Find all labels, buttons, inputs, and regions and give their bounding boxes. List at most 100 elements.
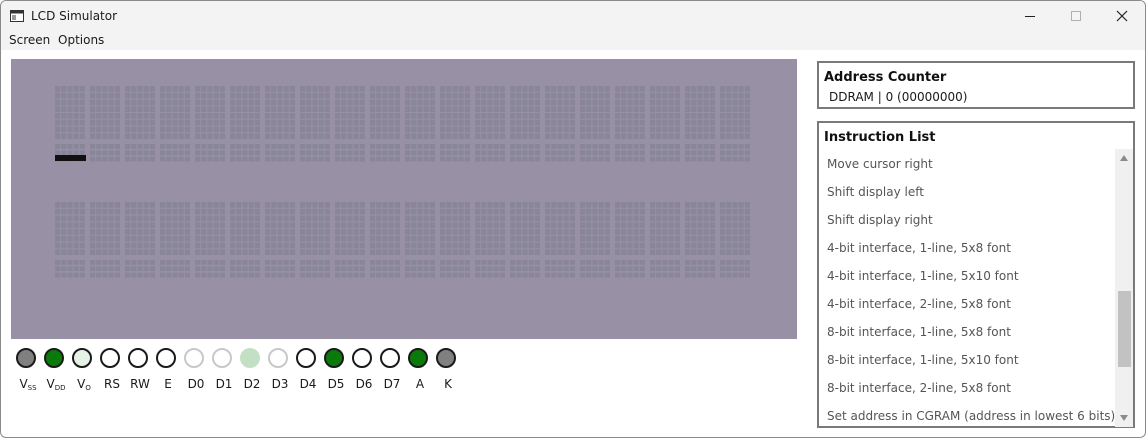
pin-label-name: D0 xyxy=(187,377,205,391)
lcd-cell-pixels xyxy=(230,86,261,140)
maximize-button[interactable] xyxy=(1053,1,1099,32)
instruction-list-item[interactable]: 4-bit interface, 2-line, 5x8 font xyxy=(827,297,1011,311)
lcd-character-cell xyxy=(510,202,541,279)
lcd-cell-lower-pixels xyxy=(650,144,681,163)
lcd-cell-lower-pixels xyxy=(55,260,86,279)
pin-led-indicator xyxy=(296,348,316,368)
instruction-list-item[interactable]: Shift display right xyxy=(827,213,933,227)
pin-label: D0 xyxy=(176,377,216,391)
lcd-cell-pixels xyxy=(650,86,681,140)
instruction-list-item[interactable]: 8-bit interface, 1-line, 5x8 font xyxy=(827,325,1011,339)
pin-vdd: VDD xyxy=(44,348,68,392)
lcd-cell-pixels xyxy=(125,202,156,256)
menu-options[interactable]: Options xyxy=(58,33,105,47)
lcd-character-cell xyxy=(650,202,681,279)
pin-label: D6 xyxy=(344,377,384,391)
lcd-cell-pixels xyxy=(300,86,331,140)
close-button[interactable] xyxy=(1099,1,1145,32)
lcd-cell-lower-pixels xyxy=(475,260,506,279)
pin-label-subscript: DD xyxy=(54,384,66,392)
scroll-down-icon[interactable] xyxy=(1120,415,1128,421)
lcd-character-cell xyxy=(300,86,331,163)
pin-d7: D7 xyxy=(380,348,404,391)
lcd-cell-lower-pixels xyxy=(300,260,331,279)
pin-led-indicator xyxy=(240,348,260,368)
lcd-cell-pixels xyxy=(475,86,506,140)
pin-label: K xyxy=(428,377,468,391)
lcd-cell-pixels xyxy=(335,202,366,256)
lcd-cell-lower-pixels xyxy=(265,144,296,163)
instruction-list[interactable]: Move cursor right Shift display left Shift… xyxy=(819,149,1115,427)
lcd-cell-pixels xyxy=(55,202,86,256)
lcd-cell-lower-pixels xyxy=(580,144,611,163)
instruction-list-item[interactable]: Shift display left xyxy=(827,185,924,199)
pin-d2: D2 xyxy=(240,348,264,391)
lcd-cell-lower-pixels xyxy=(195,260,226,279)
instruction-list-item[interactable]: 8-bit interface, 1-line, 5x10 font xyxy=(827,353,1019,367)
instruction-list-panel: Instruction List Move cursor right Shift … xyxy=(817,121,1135,428)
pin-label-name: V xyxy=(19,377,28,391)
pin-led-indicator xyxy=(408,348,428,368)
window-title: LCD Simulator xyxy=(31,9,118,23)
lcd-cell-pixels xyxy=(405,86,436,140)
lcd-cell-pixels xyxy=(300,202,331,256)
scroll-up-icon[interactable] xyxy=(1120,155,1128,161)
lcd-cell-pixels xyxy=(685,202,716,256)
pin-label-name: V xyxy=(77,377,86,391)
lcd-cell-lower-pixels xyxy=(300,144,331,163)
pin-led-indicator xyxy=(128,348,148,368)
instruction-list-item[interactable]: Move cursor right xyxy=(827,157,933,171)
scroll-thumb[interactable] xyxy=(1118,291,1131,367)
lcd-cell-pixels xyxy=(90,202,121,256)
instruction-list-item[interactable]: Set address in CGRAM (address in lowest … xyxy=(827,409,1115,423)
pin-led-indicator xyxy=(100,348,120,368)
lcd-character-cell xyxy=(335,202,366,279)
pin-label: RS xyxy=(92,377,132,391)
lcd-cell-lower-pixels xyxy=(720,144,751,163)
lcd-cell-pixels xyxy=(685,86,716,140)
menu-screen[interactable]: Screen xyxy=(9,33,51,47)
pin-label-name: RW xyxy=(130,377,150,391)
lcd-cell-lower-pixels xyxy=(475,144,506,163)
lcd-cell-lower-pixels xyxy=(90,144,121,163)
lcd-character-cell xyxy=(405,202,436,279)
lcd-cell-lower-pixels xyxy=(440,260,471,279)
pin-label: A xyxy=(400,377,440,391)
lcd-character-cell xyxy=(510,86,541,163)
lcd-cell-lower-pixels xyxy=(685,260,716,279)
lcd-character-cell xyxy=(335,86,366,163)
lcd-cell-lower-pixels xyxy=(405,144,436,163)
close-icon xyxy=(1116,10,1128,22)
pin-label: VO xyxy=(64,377,104,392)
window-app-icon xyxy=(10,10,24,22)
lcd-character-cell xyxy=(300,202,331,279)
instruction-list-item[interactable]: 4-bit interface, 1-line, 5x10 font xyxy=(827,269,1019,283)
lcd-character-cell xyxy=(720,86,751,163)
lcd-cell-pixels xyxy=(230,202,261,256)
lcd-cell-lower-pixels xyxy=(370,260,401,279)
lcd-character-cell xyxy=(195,86,226,163)
instruction-list-item[interactable]: 8-bit interface, 2-line, 5x8 font xyxy=(827,381,1011,395)
pin-vo: VO xyxy=(72,348,96,392)
minimize-button[interactable] xyxy=(1007,1,1053,32)
instruction-list-item[interactable]: 4-bit interface, 1-line, 5x8 font xyxy=(827,241,1011,255)
address-counter-title: Address Counter xyxy=(824,70,947,85)
lcd-character-cell xyxy=(475,202,506,279)
title-bar[interactable]: LCD Simulator xyxy=(1,1,1145,32)
lcd-character-cell xyxy=(370,86,401,163)
lcd-character-cell xyxy=(90,202,121,279)
pin-label-name: D7 xyxy=(383,377,401,391)
lcd-cell-lower-pixels xyxy=(125,144,156,163)
lcd-character-cell xyxy=(370,202,401,279)
lcd-cell-lower-pixels xyxy=(545,144,576,163)
pin-d0: D0 xyxy=(184,348,208,391)
instruction-list-scrollbar[interactable] xyxy=(1115,149,1133,427)
pin-label: E xyxy=(148,377,188,391)
pin-label: D2 xyxy=(232,377,272,391)
pin-label: D1 xyxy=(204,377,244,391)
lcd-cell-lower-pixels xyxy=(335,260,366,279)
pin-label: D3 xyxy=(260,377,300,391)
lcd-cell-lower-pixels xyxy=(160,144,191,163)
lcd-character-cell xyxy=(55,202,86,279)
